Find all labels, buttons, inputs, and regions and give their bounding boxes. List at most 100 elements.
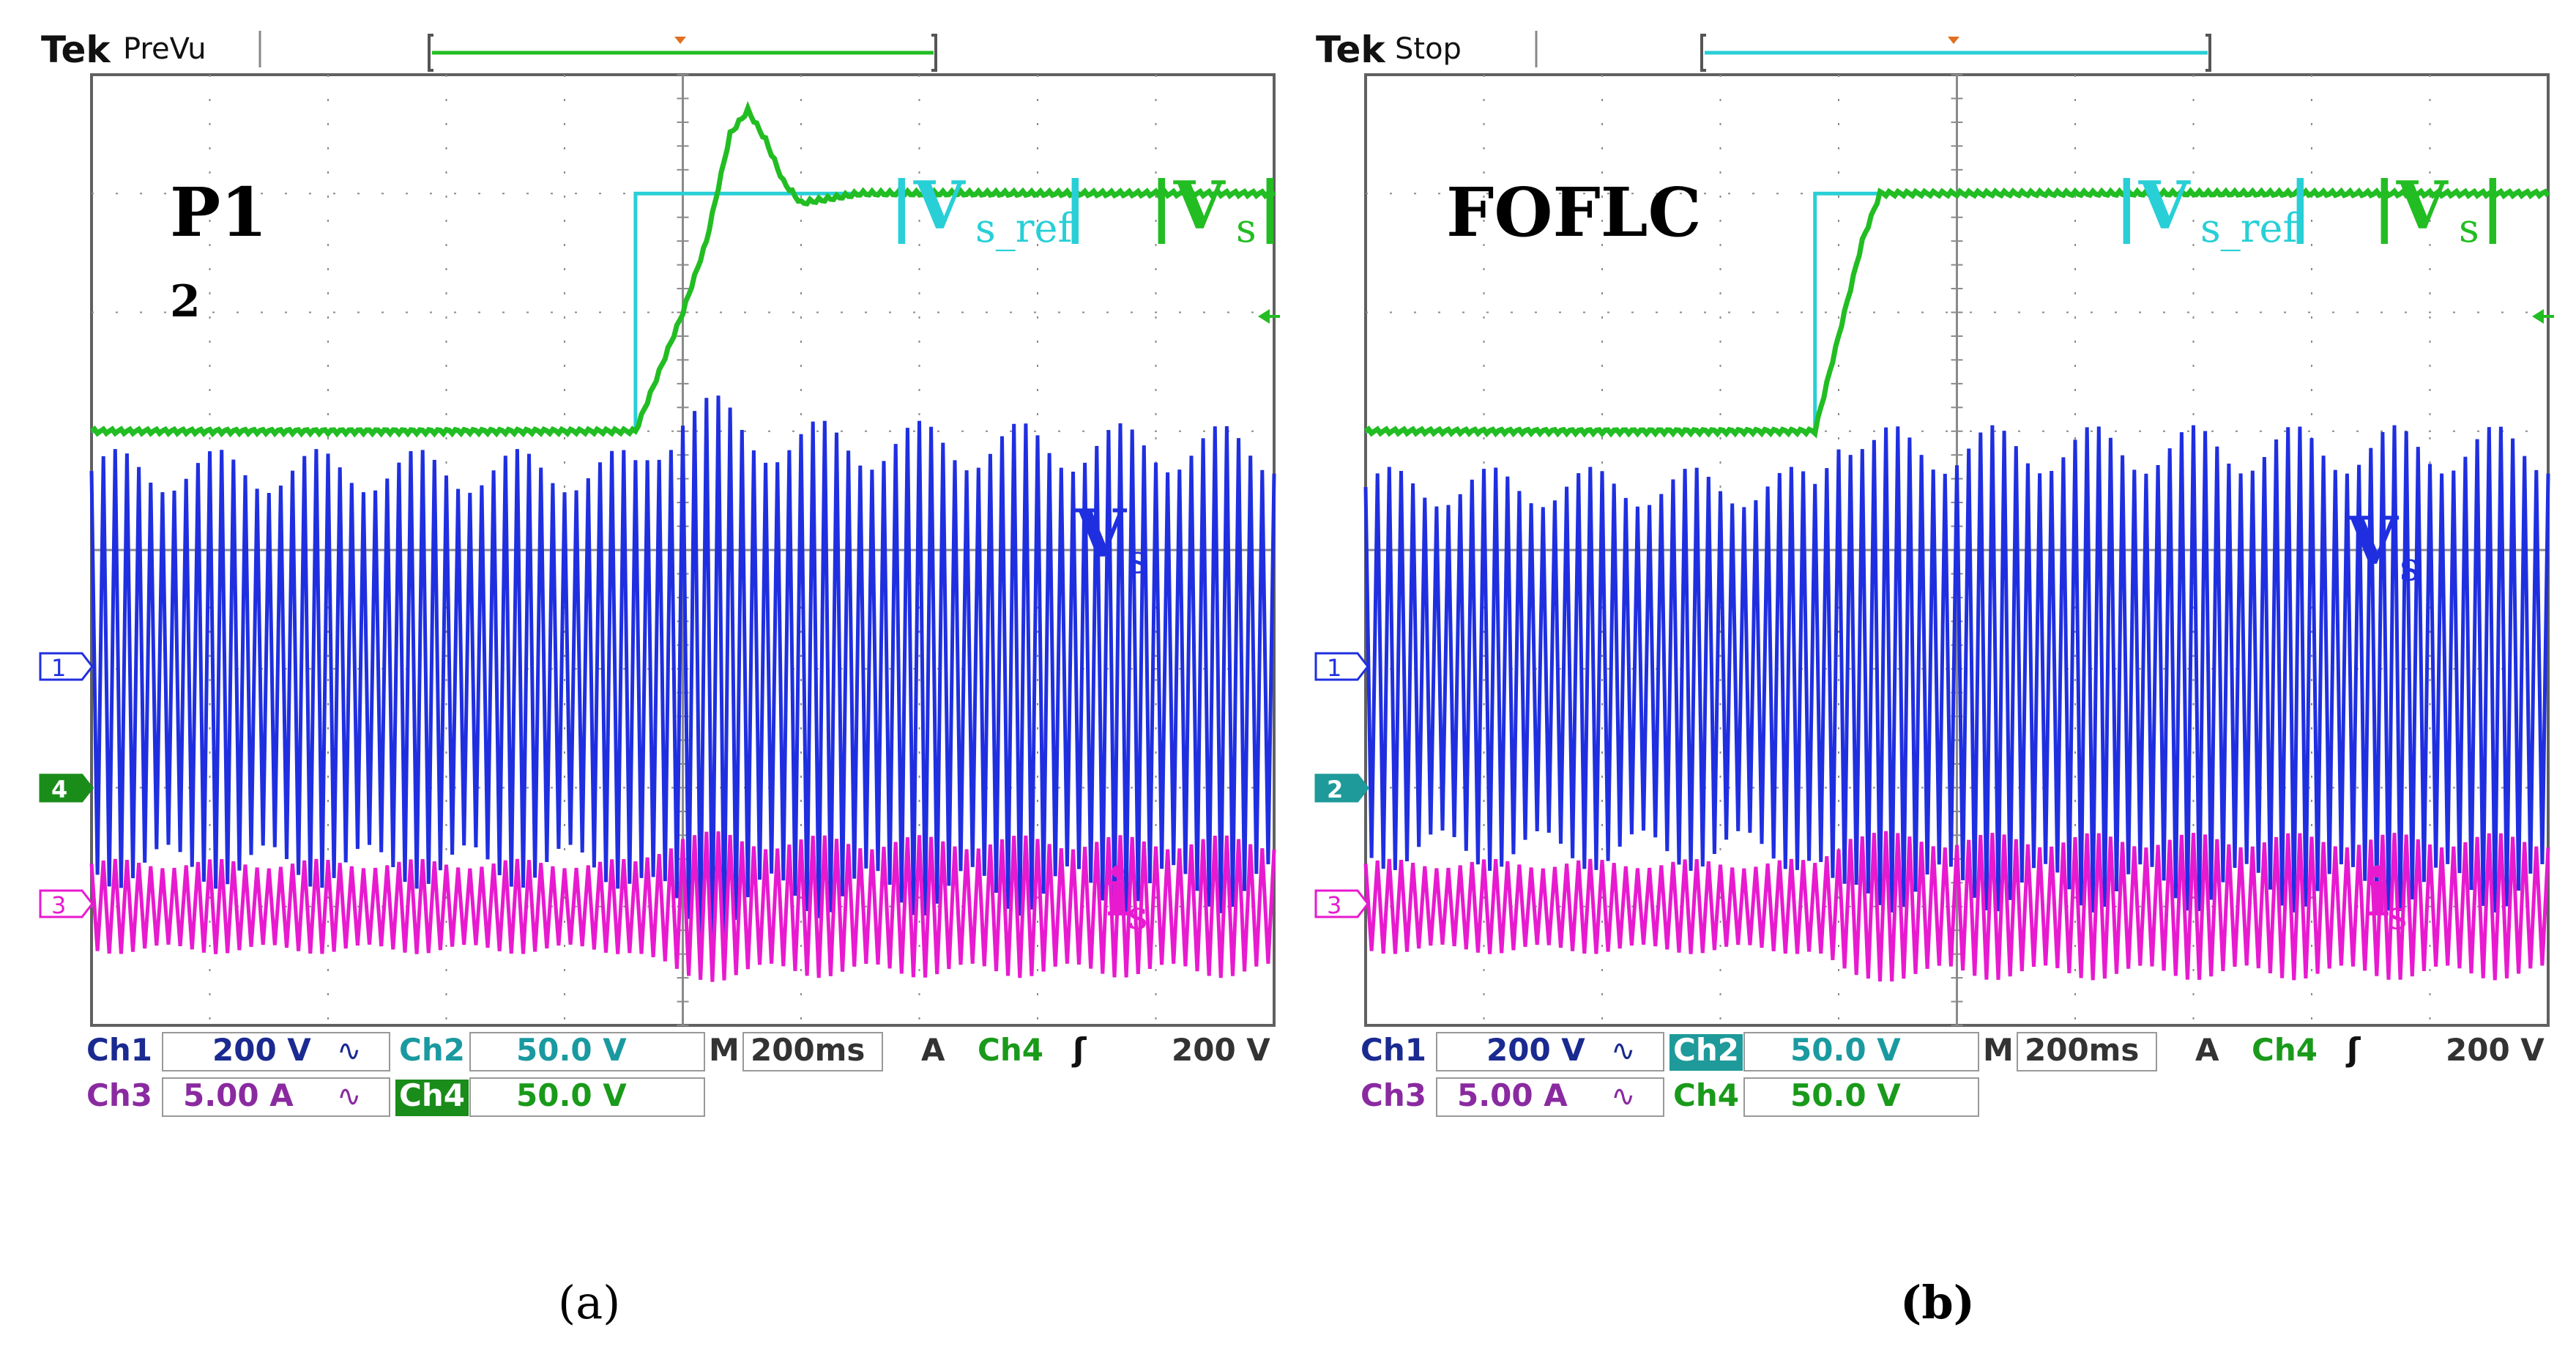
panel-b-ch1-scale: 200 V	[1486, 1032, 1585, 1068]
panel-b-record-bar	[1700, 34, 2211, 72]
panel-a-ch1-scale: 200 V	[212, 1032, 311, 1068]
panel-b-trigger-source: Ch4	[2252, 1032, 2318, 1068]
panel-b-ch3-marker: 3	[1314, 889, 1369, 919]
panel-b-ch2-name: Ch2	[1673, 1032, 1739, 1068]
svg-text:|V: |V	[2372, 167, 2449, 245]
panel-a-traces	[89, 100, 1276, 982]
panel-b-ch1-coupling: ∿	[1611, 1034, 1636, 1068]
panel-a-trigger-label: A	[921, 1032, 945, 1068]
panel-b-vs-label: V s	[2346, 502, 2420, 590]
svg-text:1: 1	[1327, 654, 1341, 682]
panel-a-ch3-coupling: ∿	[337, 1080, 362, 1113]
panel-a-ch4-level-marker	[1258, 309, 1270, 324]
panel-a-trigger-source: Ch4	[978, 1032, 1043, 1068]
panel-a-vs-label: V s	[1074, 495, 1148, 582]
trace-ch1-vs	[1363, 425, 2550, 913]
panel-a-ch1-coupling: ∿	[337, 1034, 362, 1068]
svg-text:|: |	[2288, 167, 2312, 245]
svg-text:s: s	[1128, 892, 1148, 938]
panel-b-ch2-scale: 50.0 V	[1790, 1032, 1901, 1068]
panel-a-ch2-scale: 50.0 V	[516, 1032, 627, 1068]
svg-text:2: 2	[1327, 776, 1343, 803]
panel-a-ch3-scale: 5.00 A	[183, 1077, 294, 1113]
panel-b-viewport-marker	[1948, 37, 1959, 44]
panel-a-status: PreVu	[123, 32, 206, 66]
panel-a-ch1-name: Ch1	[86, 1032, 152, 1068]
trace-ch4-vs	[89, 100, 1276, 438]
panel-a-ch4-name: Ch4	[399, 1077, 465, 1113]
panel-b-is-label: i s	[2365, 854, 2408, 938]
panel-b-controller-label: FOFLC	[1446, 173, 1702, 252]
panel-b-readouts: Ch1 200 V ∿ Ch2 50.0 V M 200ms A Ch4 ʃ 2…	[1360, 1031, 2545, 1117]
panel-a-ch2-name: Ch2	[399, 1032, 465, 1068]
panel-b-status: Stop	[1395, 32, 1462, 66]
svg-text:s: s	[2387, 892, 2408, 938]
svg-text:|V: |V	[1150, 167, 1226, 245]
panel-a-viewport-marker	[674, 37, 686, 44]
panel-a-ch4-marker: 4	[39, 773, 94, 803]
panel-b-ch4-name: Ch4	[1673, 1077, 1739, 1113]
panel-b: Tek Stop FOFLC |V s_ref | |V s | V s	[1314, 29, 2554, 1329]
panel-a-vs-mag-label: |V s |	[1150, 167, 1282, 251]
panel-b-timebase: 200ms	[2025, 1032, 2139, 1068]
svg-text:s_ref: s_ref	[975, 205, 1075, 251]
svg-text:s_ref: s_ref	[2200, 205, 2300, 251]
panel-b-ch1-marker: 1	[1314, 652, 1369, 682]
panel-a-brand: Tek	[41, 29, 111, 71]
svg-text:|V: |V	[2115, 167, 2192, 245]
panel-a-controller-label-sub: 2	[170, 276, 201, 327]
svg-text:s: s	[2459, 205, 2479, 251]
panel-b-ch2-marker: 2	[1314, 773, 1369, 803]
panel-a: Tek PreVu P1 2 |V s_ref | |V s |	[39, 29, 1282, 1329]
panel-a-record-bar	[428, 34, 937, 72]
svg-text:s: s	[1236, 205, 1257, 251]
svg-text:1: 1	[51, 654, 66, 682]
svg-text:|V: |V	[890, 167, 967, 245]
svg-text:|: |	[2481, 167, 2505, 245]
panel-a-readouts: Ch1 200 V ∿ Ch2 50.0 V M 200ms A Ch4 ʃ 2…	[86, 1031, 1270, 1117]
caption-b: (b)	[1900, 1276, 1975, 1329]
panel-b-vs-mag-label: |V s |	[2372, 167, 2505, 251]
svg-text:s: s	[2400, 543, 2420, 590]
svg-text:3: 3	[51, 891, 66, 919]
svg-text:i: i	[2365, 854, 2390, 932]
caption-a: (a)	[558, 1276, 620, 1329]
svg-text:|: |	[1258, 167, 1282, 245]
panel-a-trigger-level: 200 V	[1172, 1032, 1270, 1068]
svg-text:V: V	[2346, 502, 2400, 580]
panel-b-trigger-slope: ʃ	[2345, 1031, 2361, 1069]
panel-a-controller-label: P1	[170, 173, 267, 252]
panel-b-trigger-label: A	[2195, 1032, 2219, 1068]
panel-b-time-label: M	[1983, 1032, 2014, 1068]
panel-b-ch3-scale: 5.00 A	[1457, 1077, 1568, 1113]
svg-text:4: 4	[51, 776, 67, 803]
panel-a-time-label: M	[709, 1032, 740, 1068]
panel-b-vs-ref-label: |V s_ref |	[2115, 167, 2312, 251]
panel-b-brand: Tek	[1316, 29, 1386, 71]
trace-ch3-is	[89, 831, 1276, 982]
trace-ch1-vs	[89, 395, 1276, 943]
panel-a-trigger-slope: ʃ	[1071, 1031, 1087, 1069]
panel-a-ch3-marker: 3	[39, 889, 94, 919]
panel-b-ch3-coupling: ∿	[1611, 1080, 1636, 1113]
svg-text:3: 3	[1327, 891, 1341, 919]
panel-b-ch1-name: Ch1	[1360, 1032, 1426, 1068]
panel-a-vs-ref-label: |V s_ref |	[890, 167, 1087, 251]
panel-a-timebase: 200ms	[751, 1032, 865, 1068]
svg-text:i: i	[1106, 854, 1131, 932]
panel-b-traces	[1363, 187, 2550, 982]
svg-text:|: |	[1063, 167, 1087, 245]
trace-ch3-is	[1363, 831, 2550, 982]
panel-a-ch3-name: Ch3	[86, 1077, 152, 1113]
svg-text:s: s	[1128, 536, 1148, 582]
panel-a-is-label: i s	[1106, 854, 1148, 938]
panel-a-ch1-marker: 1	[39, 652, 94, 682]
panel-a-ch4-scale: 50.0 V	[516, 1077, 627, 1113]
panel-b-ch4-scale: 50.0 V	[1790, 1077, 1901, 1113]
svg-text:V: V	[1074, 495, 1128, 573]
panel-b-trigger-level: 200 V	[2446, 1032, 2545, 1068]
trace-ch4-vs	[1363, 187, 2550, 439]
panel-b-ch3-name: Ch3	[1360, 1077, 1426, 1113]
panel-b-ch4-level-marker	[2532, 309, 2544, 324]
